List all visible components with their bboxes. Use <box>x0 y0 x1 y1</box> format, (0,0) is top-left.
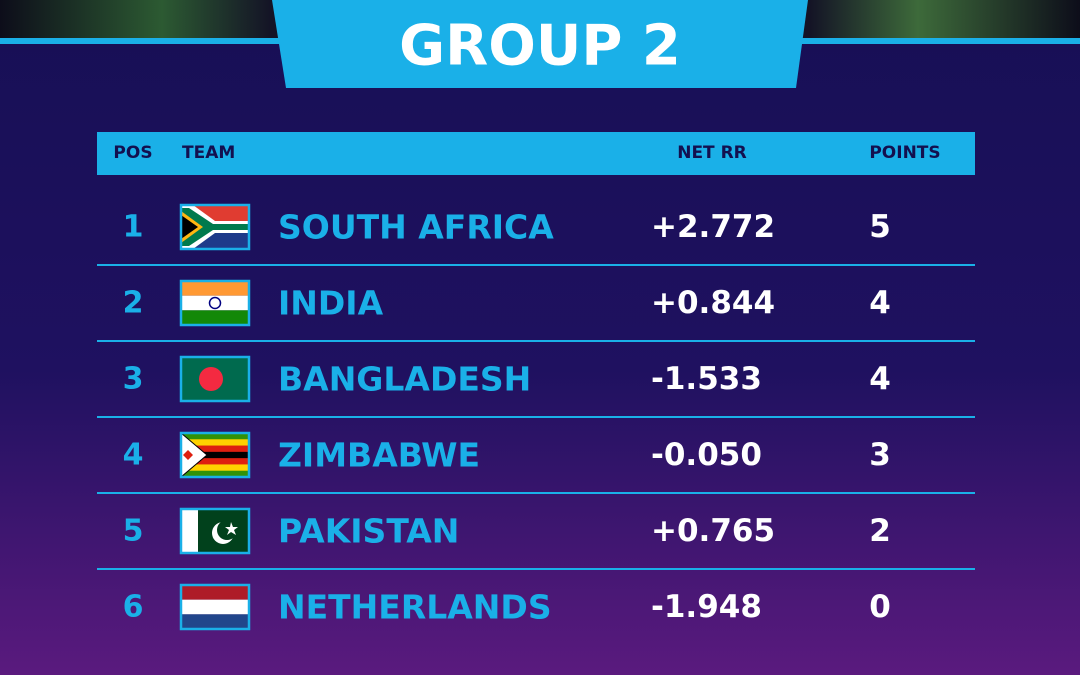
flag-part <box>181 439 249 446</box>
column-header: POS <box>113 143 152 163</box>
position: 5 <box>123 514 144 549</box>
flag-part <box>225 522 238 535</box>
table-row: 5 PAKISTAN +0.765 2 <box>97 507 975 570</box>
row-divider <box>97 264 975 266</box>
team-name: NETHERLANDS <box>278 588 552 627</box>
position: 6 <box>123 590 144 625</box>
points: 5 <box>869 209 891 245</box>
table-row: 1 SOUTH AFRICA +2.772 5 <box>97 203 975 266</box>
row-divider <box>97 568 975 570</box>
flag-part <box>181 215 198 239</box>
flag-part <box>181 208 249 246</box>
flag-part <box>181 445 249 453</box>
column-header: NET RR <box>677 143 747 163</box>
team-flag <box>179 203 251 251</box>
column-header: POINTS <box>869 143 940 163</box>
position: 4 <box>123 438 144 473</box>
points: 2 <box>869 513 891 549</box>
team-flag <box>179 431 251 479</box>
flag-part <box>181 599 249 615</box>
team-flag <box>179 279 251 327</box>
table-row: 4 ZIMBABWE -0.050 3 <box>97 431 975 494</box>
flag-part <box>181 295 249 311</box>
team-flag <box>179 355 251 403</box>
points: 0 <box>869 589 891 625</box>
net-run-rate: -1.948 <box>651 589 762 625</box>
position: 2 <box>123 286 144 321</box>
team-name: BANGLADESH <box>278 360 531 399</box>
row-divider <box>97 340 975 342</box>
team-name: SOUTH AFRICA <box>278 208 554 247</box>
flag-part <box>183 450 193 460</box>
points: 4 <box>869 285 891 321</box>
flag-part <box>181 509 198 553</box>
team-flag <box>179 507 251 555</box>
flag-part <box>199 367 223 391</box>
team-flag <box>179 583 251 631</box>
net-run-rate: +2.772 <box>651 209 775 245</box>
flag-border <box>179 507 251 555</box>
flag-part <box>181 281 249 296</box>
title: GROUP 2 <box>399 14 681 79</box>
flag-border <box>179 279 251 327</box>
title-banner <box>272 0 808 88</box>
flag-part <box>181 310 249 325</box>
column-header: TEAM <box>182 143 235 163</box>
table-row: 3 BANGLADESH -1.533 4 <box>97 355 975 418</box>
team-name: INDIA <box>278 284 384 323</box>
flag-border <box>179 203 251 251</box>
position: 1 <box>123 210 144 245</box>
flag-part <box>208 296 222 310</box>
flag-border <box>179 431 251 479</box>
flag-part <box>181 433 249 440</box>
table-body: 1 SOUTH AFRICA +2.772 5 2 INDIA +0.844 4 3 BANGLA… <box>97 203 975 631</box>
points: 3 <box>869 437 891 473</box>
position: 3 <box>123 362 144 397</box>
flag-border <box>179 583 251 631</box>
flag-part <box>181 458 249 465</box>
net-run-rate: +0.844 <box>651 285 775 321</box>
flag-part <box>181 451 249 459</box>
flag-part <box>181 585 249 600</box>
flag-part <box>181 614 249 629</box>
flag-part <box>181 464 249 472</box>
team-name: PAKISTAN <box>278 512 459 551</box>
row-divider <box>97 492 975 494</box>
row-divider <box>97 416 975 418</box>
flag-part <box>181 470 249 478</box>
net-run-rate: +0.765 <box>651 513 775 549</box>
table-row: 6 NETHERLANDS -1.948 0 <box>123 583 891 631</box>
net-run-rate: -0.050 <box>651 437 762 473</box>
net-run-rate: -1.533 <box>651 361 762 397</box>
flag-border <box>179 355 251 403</box>
team-name: ZIMBABWE <box>278 436 480 475</box>
points: 4 <box>869 361 891 397</box>
table-row: 2 INDIA +0.844 4 <box>97 279 975 342</box>
header-row <box>97 132 975 175</box>
